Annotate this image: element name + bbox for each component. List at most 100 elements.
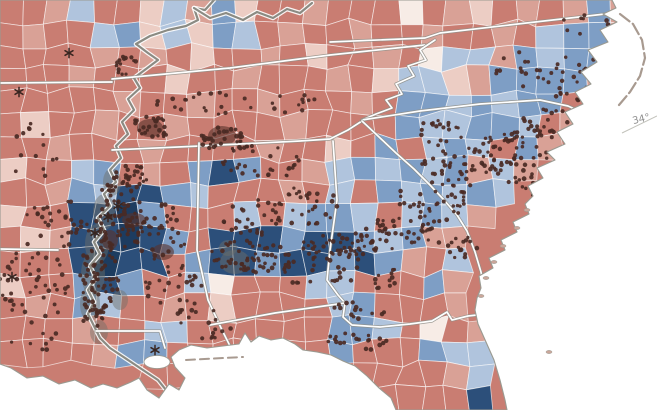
population-dot <box>107 240 111 245</box>
population-dot <box>68 199 74 204</box>
population-dot <box>546 80 551 85</box>
asterisk-arm <box>7 273 17 281</box>
population-dot <box>282 110 288 115</box>
population-dot <box>106 188 111 192</box>
population-dot <box>344 236 350 242</box>
population-dot <box>446 178 451 183</box>
population-dot <box>392 280 397 286</box>
population-dot <box>334 204 340 209</box>
population-dot <box>102 263 108 268</box>
population-dot <box>178 309 183 315</box>
population-dot <box>113 259 118 264</box>
population-dot <box>343 249 348 254</box>
population-dot <box>99 260 104 264</box>
population-dot <box>373 246 379 251</box>
county-cell <box>350 91 373 117</box>
county-cell <box>208 273 235 296</box>
population-dot <box>42 173 48 179</box>
population-dot <box>481 141 486 146</box>
population-dot <box>488 153 494 158</box>
population-dot <box>482 163 487 168</box>
latitude-label: 34° <box>631 112 651 127</box>
population-dot <box>128 188 134 193</box>
population-dot <box>242 164 248 169</box>
state-border <box>0 248 59 251</box>
population-dot <box>94 277 99 282</box>
population-dot <box>263 246 267 251</box>
population-dot <box>450 183 455 187</box>
population-dot <box>34 284 38 289</box>
population-dot <box>521 84 526 89</box>
population-dot <box>484 170 488 175</box>
county-cell <box>93 0 118 26</box>
population-dot <box>527 119 533 124</box>
population-dot <box>419 127 424 132</box>
population-dot <box>265 200 271 206</box>
population-dot <box>441 199 446 204</box>
population-dot <box>157 278 162 283</box>
county-cell <box>466 385 494 410</box>
county-cell <box>442 384 470 410</box>
population-dot <box>306 191 312 196</box>
population-dot <box>116 67 121 72</box>
population-dot <box>104 290 108 294</box>
population-dot <box>535 134 540 139</box>
population-dot <box>137 200 142 205</box>
population-dot <box>520 135 525 139</box>
population-dot <box>41 167 46 171</box>
population-dot <box>335 278 340 283</box>
population-dot <box>10 340 14 344</box>
population-dot <box>306 196 310 201</box>
population-dot <box>28 290 32 295</box>
population-dot <box>469 167 475 173</box>
population-dot <box>253 270 258 275</box>
population-dot <box>459 135 463 140</box>
population-dot <box>145 293 151 299</box>
sea-island <box>477 294 485 298</box>
population-dot <box>213 335 217 340</box>
population-dot <box>327 238 332 242</box>
population-dot <box>257 243 262 248</box>
population-dot <box>474 245 480 251</box>
population-dot <box>177 297 183 303</box>
population-dot <box>152 257 156 261</box>
population-dot <box>377 336 383 341</box>
county-cell <box>302 23 328 46</box>
county-cell <box>375 179 403 204</box>
county-layer <box>0 0 617 410</box>
population-dot <box>125 167 130 173</box>
population-dot <box>375 217 381 223</box>
population-dot <box>233 225 239 231</box>
population-dot <box>162 124 167 130</box>
population-dot <box>268 154 273 159</box>
population-dot <box>102 305 106 309</box>
population-dot <box>206 136 211 142</box>
population-dot <box>78 219 84 225</box>
population-dot <box>54 157 59 161</box>
population-dot <box>222 136 227 142</box>
population-dot <box>46 222 51 228</box>
population-dot <box>421 121 426 126</box>
population-dot <box>332 305 337 310</box>
county-cell <box>394 384 427 410</box>
population-dot <box>380 229 385 234</box>
population-dot <box>368 347 374 352</box>
population-dot <box>285 173 289 178</box>
population-dot <box>155 102 160 107</box>
population-dot <box>253 252 258 256</box>
population-dot <box>99 239 104 244</box>
population-dot <box>348 278 354 283</box>
population-dot <box>565 28 570 33</box>
population-dot <box>152 253 158 258</box>
population-dot <box>451 204 456 208</box>
county-cell <box>421 384 447 410</box>
county-cell <box>350 156 377 181</box>
county-cell <box>0 315 27 343</box>
population-dot <box>9 291 14 296</box>
county-cell <box>19 248 50 279</box>
population-dot <box>310 246 316 251</box>
population-dot <box>255 230 260 235</box>
river-layer <box>85 0 315 403</box>
population-dot <box>13 169 18 174</box>
population-dot <box>306 98 311 103</box>
